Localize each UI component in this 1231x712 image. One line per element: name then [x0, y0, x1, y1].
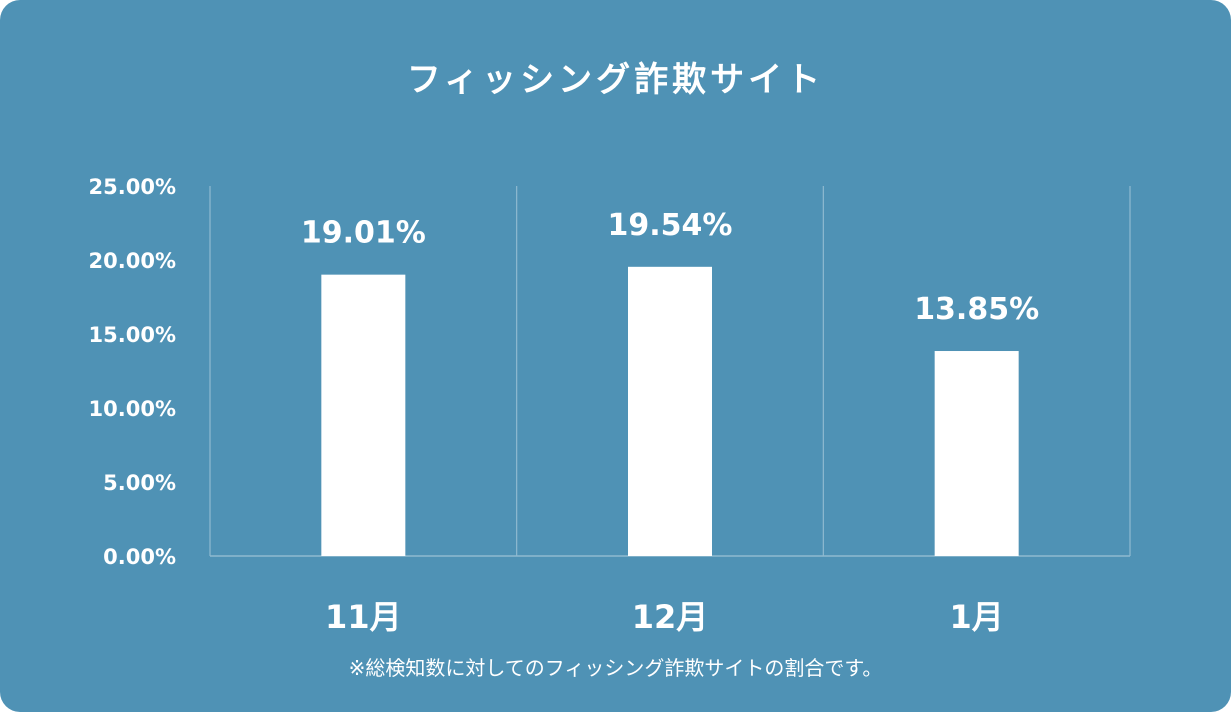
bar-value-label: 13.85% — [914, 292, 1039, 327]
bar — [321, 274, 406, 556]
x-category-label: 11月 — [325, 598, 402, 636]
chart-footnote: ※総検知数に対してのフィッシング詐欺サイトの割合です。 — [348, 656, 883, 680]
y-tick-label: 0.00% — [103, 545, 176, 569]
y-tick-label: 10.00% — [89, 397, 176, 421]
y-tick-label: 25.00% — [89, 175, 176, 199]
bar-value-label: 19.01% — [301, 216, 426, 251]
bar-value-label: 19.54% — [608, 208, 733, 243]
x-category-label: 1月 — [950, 598, 1004, 636]
bar — [628, 266, 712, 556]
bar — [934, 351, 1019, 556]
chart-title: フィッシング詐欺サイト — [406, 60, 825, 100]
y-tick-label: 15.00% — [89, 323, 176, 347]
y-tick-label: 20.00% — [89, 249, 176, 273]
y-tick-label: 5.00% — [103, 471, 176, 495]
x-category-label: 12月 — [632, 598, 709, 636]
